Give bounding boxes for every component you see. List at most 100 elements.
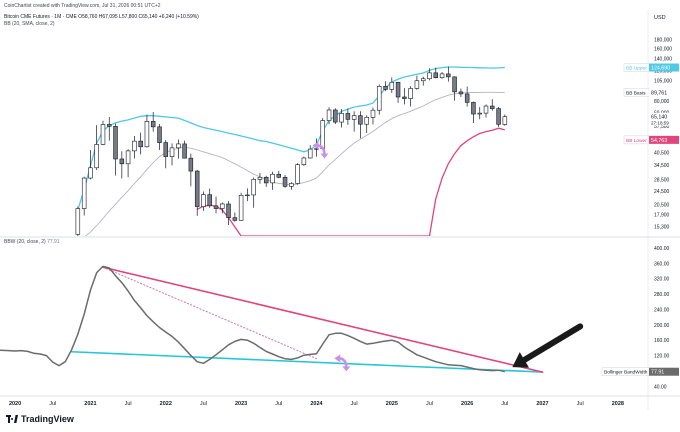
price-tick-label: 40,500 [654,151,670,157]
candle-body [94,144,99,169]
bbw-value-label[interactable]: Bollinger BandWidth 77.91 [601,367,679,376]
price-tick-label: 15,300 [654,225,670,231]
bbw-tick-label: 160.00 [654,338,670,344]
support-trendline[interactable] [70,350,544,373]
candle-body [414,80,420,89]
price-label-value-bg [649,88,679,97]
candle-body [339,113,344,123]
candle-body [395,81,401,98]
price-label-value: 54,763 [651,138,667,144]
bbw-tick-label: 120.00 [654,354,670,360]
bbw-tick-label: 360.00 [654,261,670,267]
candle-body [188,157,194,172]
candle-body [433,72,438,79]
candle-body [464,93,470,103]
candle-body [471,102,476,115]
resistance-trendline[interactable] [102,266,544,373]
time-tick-label: Jul [49,401,56,407]
bbw-line [0,265,505,373]
candle-body [201,194,206,207]
symbol-line: Bitcoin CME Futures · 1M · CME O58,760 H… [4,14,199,20]
candle-body [125,150,131,165]
price-label-bb-lower[interactable]: BB Lower 54,763 [623,135,679,145]
bb-basis-line [84,91,505,236]
price-label-name: BB Lower [626,138,647,144]
tradingview-logo-text: TradingView [21,414,74,424]
candle-body [107,124,112,127]
price-tick-label: 28,500 [654,177,670,183]
candle-body [408,88,413,99]
candle-body [383,86,388,90]
price-label-countdown: 27:18:59 [651,121,669,126]
candle-body [301,157,307,165]
price-label-value-bg [649,63,679,72]
pointer-arrow-icon [512,323,584,368]
time-tick-label: Jul [351,401,358,407]
candle-body [257,176,263,180]
price-label-bb-upper[interactable]: BB Upper 124,690 [623,63,679,72]
price-pane[interactable] [75,66,508,242]
time-tick-label: 2027 [536,401,548,407]
price-tick-label: 80,000 [654,99,670,105]
candle-body [402,96,407,99]
candle-body [458,91,464,95]
price-label-name: BB Upper [626,66,647,72]
time-tick-label: 2028 [612,401,624,407]
tradingview-logo-icon [6,415,18,423]
candle-body [176,143,181,149]
bbw-tick-label: 400.00 [654,246,670,252]
candle-body [427,72,432,80]
bbw-tick-label: 200.00 [654,323,670,329]
price-label-bb-basis[interactable]: BB Basis 89,761 [623,88,679,97]
candle-body [270,173,275,184]
candle-body [351,115,357,120]
candle-body [213,205,219,209]
time-tick-label: 2025 [386,401,398,407]
bbw-indicator-label[interactable]: BBW (20, close, 2) 77.91 [4,239,60,245]
bb-indicator-label[interactable]: BB (20, SMA, close, 2) [4,21,55,27]
price-tick-label: 105,000 [654,79,672,85]
price-label-value-bg [649,112,679,126]
candle-body [163,142,169,157]
price-label-name: BB Basis [626,90,646,96]
price-label-value: 124,690 [651,66,670,72]
candle-body [389,81,395,90]
candle-body [238,194,244,221]
bbw-indicator-value: 77.91 [47,239,60,245]
price-tick-label: 24,500 [654,189,670,195]
candle-body [207,194,212,207]
candle-body [289,183,294,187]
time-tick-label: Jul [275,401,282,407]
price-label-value: 65,140 [651,115,667,121]
time-tick-label: 2021 [84,401,96,407]
bbw-value-bg [649,367,679,376]
candle-body [226,203,231,218]
price-label-value-bg [649,135,679,144]
dotted-trendline[interactable] [102,266,317,360]
bbw-indicator-name: BBW (20, close, 2) [4,239,46,245]
candle-body [194,170,200,207]
candle-body [483,105,489,114]
bbw-value-name: Bollinger BandWidth [604,370,648,376]
candle-body [144,121,150,148]
bbw-pane[interactable] [0,265,544,373]
candle-body [182,143,187,159]
candle-body [420,78,426,82]
candle-body [345,113,351,120]
curved-arrow-icon-bbw-head [342,366,351,372]
candle-body [113,126,118,160]
price-tick-label: 34,500 [654,163,670,169]
time-tick-label: 2020 [9,401,21,407]
time-tick-label: Jul [426,401,433,407]
tradingview-logo[interactable]: TradingView [6,414,74,424]
candle-body [88,167,93,179]
pointer-arrow-shaft [521,323,584,363]
candle-body [307,148,313,159]
candle-body [364,117,369,125]
price-axis-unit: USD [654,15,666,21]
time-tick-label: Jul [501,401,508,407]
candle-body [100,124,106,145]
time-tick-label: 2026 [461,401,473,407]
